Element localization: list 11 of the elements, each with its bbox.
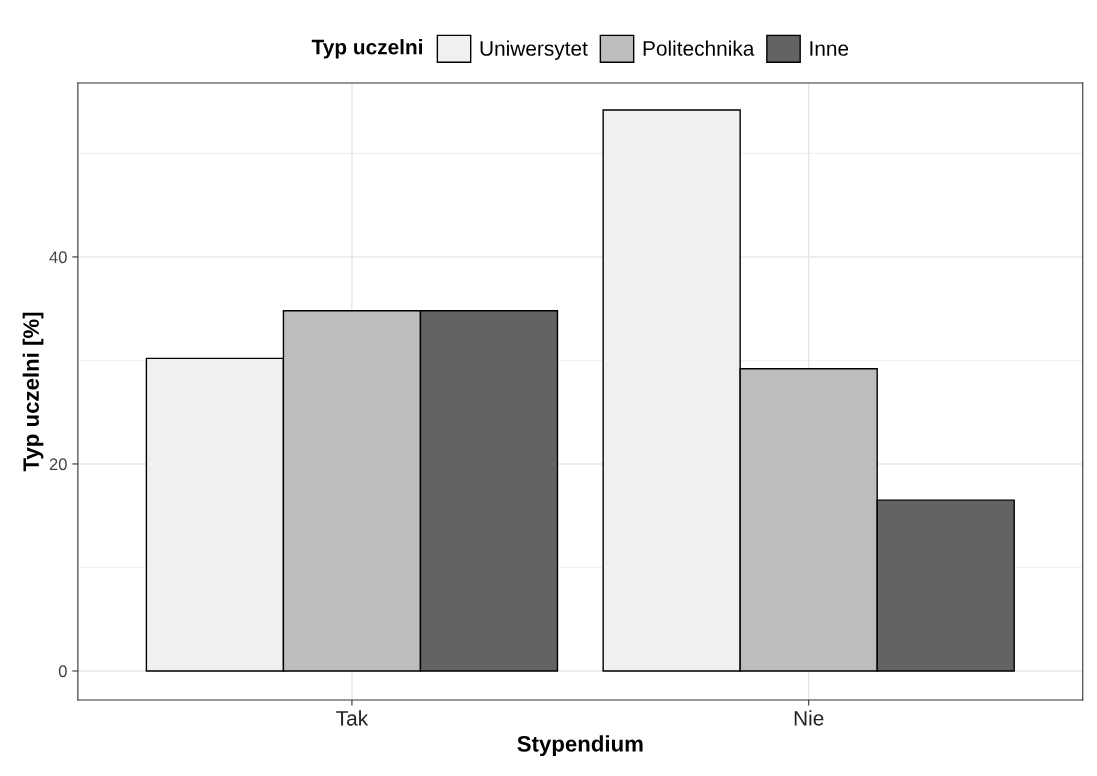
x-axis-title: Stypendium [517,735,643,757]
legend-title: Typ uczelni [311,39,422,59]
x-tick-label: Tak [336,710,369,726]
legend-label: Inne [810,41,849,56]
y-tick-label: 0 [58,665,67,678]
x-tick-label: Nie [794,710,824,726]
y-axis-title: Typ uczelni [%] [22,312,44,472]
y-tick-label: 40 [49,251,67,264]
legend-label: Uniwersytet [480,40,588,60]
legend-label: Politechnika [643,40,755,56]
y-tick-label: 20 [49,458,67,471]
